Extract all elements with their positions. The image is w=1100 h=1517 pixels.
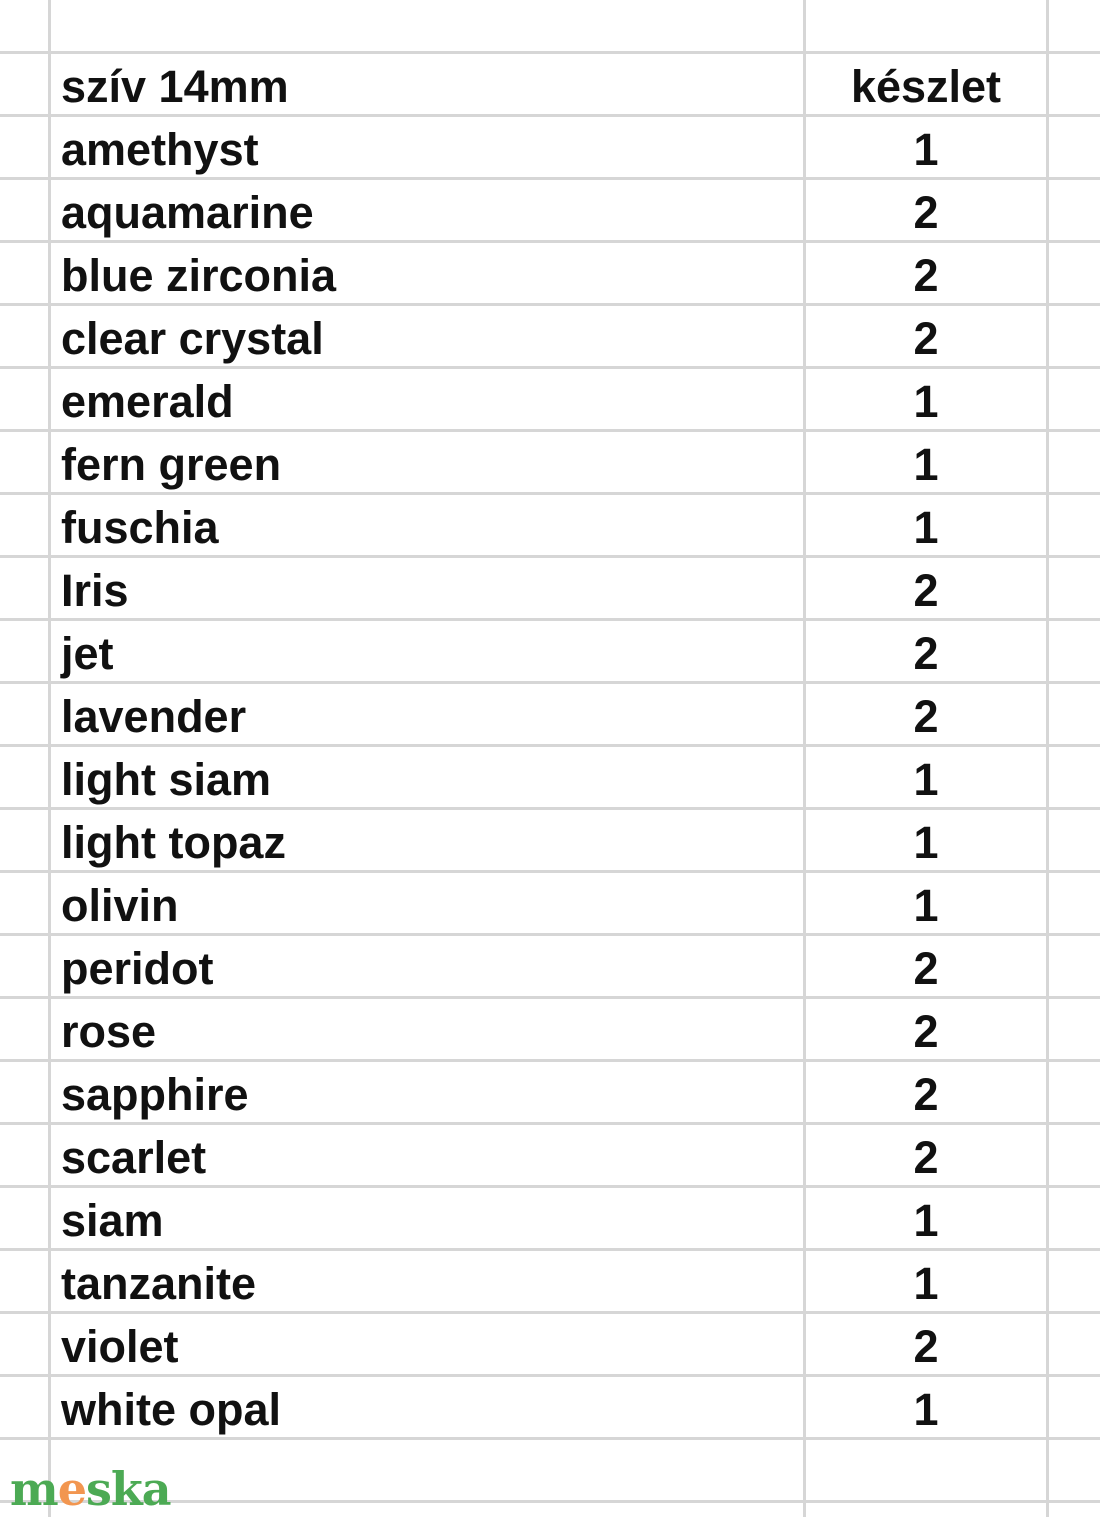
qty-cell[interactable]: 2 [913, 187, 939, 238]
name-cell[interactable]: white opal [61, 1384, 282, 1435]
qty-cell[interactable]: 2 [913, 1132, 939, 1183]
name-cell[interactable]: Iris [61, 565, 129, 616]
table-row: jet 2 [0, 621, 1100, 684]
qty-cell[interactable]: 2 [913, 313, 939, 364]
qty-cell[interactable]: 1 [913, 1195, 939, 1246]
header-row: szív 14mm készlet [0, 54, 1100, 117]
qty-cell[interactable]: 2 [913, 628, 939, 679]
qty-cell[interactable]: 1 [913, 880, 939, 931]
header-qty-cell[interactable]: készlet [850, 61, 1002, 112]
meska-logo: meska [10, 1462, 172, 1516]
table-row: peridot 2 [0, 936, 1100, 999]
qty-cell[interactable]: 1 [913, 124, 939, 175]
table-row: fuschia 1 [0, 495, 1100, 558]
name-cell[interactable]: blue zirconia [61, 250, 337, 301]
table-row: emerald 1 [0, 369, 1100, 432]
column-divider [48, 0, 51, 1517]
qty-cell[interactable]: 2 [913, 250, 939, 301]
name-cell[interactable]: sapphire [61, 1069, 249, 1120]
table-row: clear crystal 2 [0, 306, 1100, 369]
qty-cell[interactable]: 1 [913, 439, 939, 490]
table-row: blue zirconia 2 [0, 243, 1100, 306]
table-row: siam 1 [0, 1188, 1100, 1251]
table-row: amethyst 1 [0, 117, 1100, 180]
table-row: light siam 1 [0, 747, 1100, 810]
qty-cell[interactable]: 1 [913, 376, 939, 427]
name-cell[interactable]: emerald [61, 376, 234, 427]
qty-cell[interactable]: 2 [913, 1069, 939, 1120]
name-cell[interactable]: clear crystal [61, 313, 324, 364]
name-cell[interactable]: siam [61, 1195, 164, 1246]
qty-cell[interactable]: 1 [913, 817, 939, 868]
name-cell[interactable]: rose [61, 1006, 157, 1057]
table-row: scarlet 2 [0, 1125, 1100, 1188]
table-row: Iris 2 [0, 558, 1100, 621]
qty-cell[interactable]: 1 [913, 754, 939, 805]
column-divider [1046, 0, 1049, 1517]
name-cell[interactable]: tanzanite [61, 1258, 257, 1309]
qty-cell[interactable]: 1 [913, 1384, 939, 1435]
name-cell[interactable]: light siam [61, 754, 272, 805]
table-row: sapphire 2 [0, 1062, 1100, 1125]
qty-cell[interactable]: 2 [913, 943, 939, 994]
table-row: aquamarine 2 [0, 180, 1100, 243]
name-cell[interactable]: violet [61, 1321, 179, 1372]
name-cell[interactable]: fuschia [61, 502, 219, 553]
qty-cell[interactable]: 1 [913, 1258, 939, 1309]
header-name-cell[interactable]: szív 14mm [61, 61, 289, 112]
name-cell[interactable]: scarlet [61, 1132, 207, 1183]
table-row: fern green 1 [0, 432, 1100, 495]
name-cell[interactable]: aquamarine [61, 187, 314, 238]
name-cell[interactable]: fern green [61, 439, 282, 490]
table-row: olivin 1 [0, 873, 1100, 936]
empty-bottom-row [0, 1440, 1100, 1503]
table-row: white opal 1 [0, 1377, 1100, 1440]
table-row: light topaz 1 [0, 810, 1100, 873]
name-cell[interactable]: olivin [61, 880, 179, 931]
name-cell[interactable]: peridot [61, 943, 214, 994]
table-row: lavender 2 [0, 684, 1100, 747]
name-cell[interactable]: lavender [61, 691, 247, 742]
qty-cell[interactable]: 2 [913, 565, 939, 616]
name-cell[interactable]: jet [61, 628, 114, 679]
name-cell[interactable]: light topaz [61, 817, 286, 868]
table-row: violet 2 [0, 1314, 1100, 1377]
table-row: tanzanite 1 [0, 1251, 1100, 1314]
qty-cell[interactable]: 1 [913, 502, 939, 553]
table-row: rose 2 [0, 999, 1100, 1062]
name-cell[interactable]: amethyst [61, 124, 259, 175]
empty-top-row [0, 0, 1100, 54]
qty-cell[interactable]: 2 [913, 1321, 939, 1372]
qty-cell[interactable]: 2 [913, 691, 939, 742]
column-divider [803, 0, 806, 1517]
qty-cell[interactable]: 2 [913, 1006, 939, 1057]
